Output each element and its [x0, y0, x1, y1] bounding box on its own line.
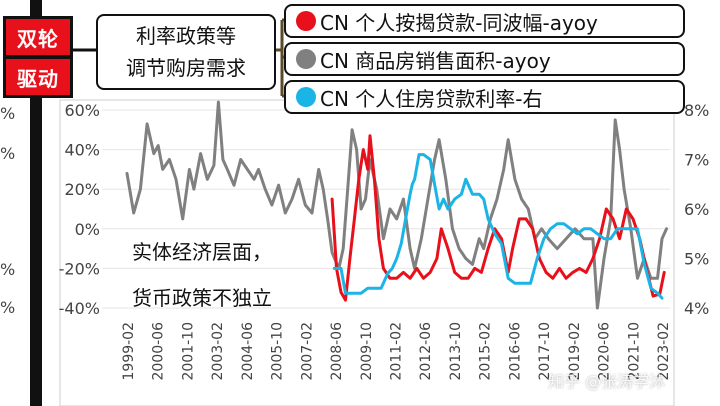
badge-top: 双轮	[3, 16, 73, 58]
x-tick-label: 2011-02	[389, 322, 405, 381]
x-tick-label: 2017-10	[537, 322, 553, 381]
x-tick-label: 1999-02	[121, 322, 137, 381]
policy-box-line-1: 利率政策等	[136, 24, 236, 48]
badge-bottom-label: 驱动	[17, 66, 59, 91]
x-tick-label: 2008-06	[329, 322, 345, 381]
blue-dot-icon	[296, 87, 316, 107]
cut-label-4: %	[0, 298, 16, 317]
left-axis-ticks: 60% 40% 20% 0% -20% -40%	[59, 101, 100, 318]
x-tick-label: 2020-06	[597, 322, 613, 381]
left-tick-label: 60%	[64, 101, 100, 120]
right-tick-label: 5%	[684, 250, 709, 269]
left-tick-label: 20%	[64, 180, 100, 199]
right-axis-ticks: 8% 7% 6% 5% 4%	[684, 101, 709, 318]
left-tick-label: 40%	[64, 141, 100, 160]
x-tick-label: 2021-10	[626, 322, 642, 381]
series-line-rate	[332, 153, 664, 300]
series-line-mortgage	[330, 134, 666, 302]
policy-box-line-2: 调节购房需求	[126, 56, 246, 80]
trunk-bar	[30, 0, 42, 406]
x-tick-label: 2016-06	[507, 322, 523, 381]
x-tick-label: 2019-02	[567, 322, 583, 381]
x-tick-label: 2009-10	[359, 322, 375, 381]
annotation-line-1: 实体经济层面，	[132, 240, 272, 264]
gray-dot-icon	[296, 49, 316, 69]
left-tick-label: 0%	[75, 220, 100, 239]
red-dot-icon	[296, 11, 316, 31]
legend-label-blue: CN 个人住房贷款利率-右	[320, 86, 543, 111]
annotation-line-2: 货币政策不独立	[132, 286, 272, 310]
x-tick-label: 2013-10	[448, 322, 464, 381]
right-tick-label: 8%	[684, 101, 709, 120]
legend-label-gray: CN 商品房销售面积-ayoy	[320, 48, 551, 73]
badge-bottom: 驱动	[3, 56, 73, 98]
policy-box: 利率政策等 调节购房需求	[96, 14, 276, 90]
cut-label-3: %	[0, 260, 16, 279]
series-layer	[125, 100, 668, 310]
plot-frame	[59, 99, 675, 406]
x-tick-label: 2007-02	[299, 322, 315, 381]
right-tick-label: 6%	[684, 200, 709, 219]
x-tick-label: 2012-06	[418, 322, 434, 381]
legend-item-gray: CN 商品房销售面积-ayoy	[284, 42, 685, 76]
x-tick-label: 2000-06	[151, 322, 167, 381]
badge-top-label: 双轮	[17, 26, 59, 51]
cut-label-2: %	[0, 144, 16, 163]
watermark: 知乎 @张涛学沐	[548, 372, 666, 391]
x-tick-label: 2001-10	[180, 322, 196, 381]
x-tick-label: 2015-02	[478, 322, 494, 381]
x-tick-label: 2003-02	[210, 322, 226, 381]
legend-item-red: CN 个人按揭贷款-同波幅-ayoy	[284, 4, 685, 38]
legend-item-blue: CN 个人住房贷款利率-右	[284, 80, 685, 114]
cut-label-1: %	[0, 104, 16, 123]
left-tick-label: -40%	[59, 299, 100, 318]
x-tick-label: 2004-06	[240, 322, 256, 381]
legend-label-red: CN 个人按揭贷款-同波幅-ayoy	[320, 10, 598, 35]
left-tick-label: -20%	[59, 259, 100, 278]
x-axis-ticks: 1999-02 2000-06 2001-10 2003-02 2004-06 2005-…	[121, 322, 672, 381]
x-tick-label: 2023-02	[656, 322, 672, 381]
x-tick-label: 2005-10	[270, 322, 286, 381]
right-tick-label: 7%	[684, 151, 709, 170]
right-tick-label: 4%	[684, 299, 709, 318]
